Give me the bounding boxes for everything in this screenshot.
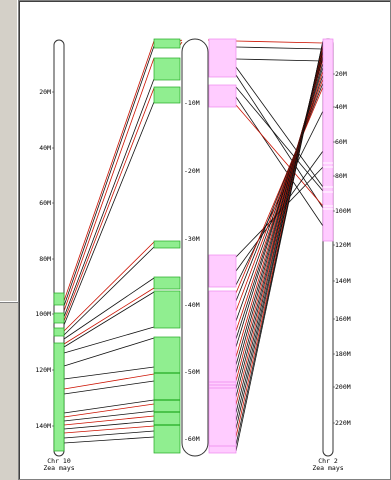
left-chromosome-name: Chr 10 [47,457,71,465]
synteny-link [63,241,155,332]
left-tick-label: 80M [39,255,51,263]
synteny-link [63,425,155,434]
synteny-link [63,45,155,307]
left-tick-label: 140M [35,422,51,430]
synteny-link [63,399,155,414]
synteny-blocks [53,38,334,454]
synteny-link [63,337,155,367]
right-chromosome-species: Zea mays [312,464,343,472]
left-tick-label: 60M [39,199,51,207]
synteny-link [235,86,324,294]
middle-chromosome [181,38,209,457]
left-tick-label: 40M [39,144,51,152]
synteny-link [235,74,324,322]
right-tick-label: 140M [335,277,351,285]
synteny-link [235,104,324,207]
right-tick-label: 80M [335,172,347,180]
middle-tick-label: -20M [184,167,200,175]
right-tick-label: 100M [335,207,351,215]
middle-pink-block [208,84,237,108]
synteny-link [235,66,324,188]
synteny-link [63,287,155,345]
synteny-link [63,420,155,430]
left-synteny-block [53,342,65,452]
synteny-link [63,87,155,322]
synteny-link [63,415,155,426]
middle-tick-label: -60M [184,435,200,443]
synteny-link [63,366,155,380]
middle-tick-label: -40M [184,301,200,309]
right-tick-label: 120M [335,241,351,249]
middle-green-block [153,240,181,249]
synteny-link [235,96,324,227]
synteny-links [63,39,324,452]
left-tick-label: 120M [35,366,51,374]
synteny-link [63,403,155,418]
synteny-link [63,380,155,395]
left-tick-label: 20M [39,88,51,96]
middle-tick-label: -50M [184,368,200,376]
middle-pink-block [208,254,237,288]
synteny-link [63,436,155,444]
synteny-link [63,246,155,336]
left-tick-label: 100M [35,310,51,318]
middle-green-block [153,38,181,49]
synteny-link [235,62,324,348]
middle-tick-label: -10M [184,99,200,107]
right-tick-label: 160M [335,315,351,323]
synteny-link [235,86,324,192]
synteny-link [235,40,324,452]
synteny-link [235,58,324,62]
synteny-link [63,326,155,354]
left-chromosome-species: Zea mays [43,464,74,472]
synteny-link [63,291,155,348]
right-tick-label: 220M [335,419,351,427]
tick-labels: 20M 40M 60M 80M 100M 120M 140M -10M -20M -30M -40M… [35,70,350,443]
synteny-link [63,410,155,422]
synteny-link [63,57,155,312]
synteny-link [235,46,324,50]
synteny-link [235,40,324,44]
middle-pink-block [208,290,237,454]
synteny-link [63,78,155,318]
synteny-link [63,40,155,302]
left-synteny-block [53,292,65,306]
middle-green-block [153,290,181,329]
synteny-link [235,66,324,340]
synteny-link [235,74,324,209]
synteny-viewer-panel[interactable]: 20M 40M 60M 80M 100M 120M 140M -10M -20M -30M -40M… [18,0,391,480]
right-chromosome-name: Chr 2 [318,457,338,465]
synteny-link [63,277,155,340]
right-tick-label: 40M [335,103,347,111]
background-window-frame [0,0,19,303]
synteny-link [235,78,324,312]
synteny-link [63,373,155,390]
right-tick-label: 200M [335,383,351,391]
left-synteny-block [53,312,65,324]
right-tick-label: 180M [335,350,351,358]
middle-green-block [153,276,181,290]
middle-pink-block [208,38,237,78]
synteny-link [235,82,324,302]
synteny-diagram: 20M 40M 60M 80M 100M 120M 140M -10M -20M -30M -40M… [35,38,351,472]
middle-green-block [153,57,181,81]
middle-green-block [153,86,181,104]
right-tick-label: 20M [335,70,347,78]
left-synteny-block [53,327,65,337]
synteny-link [63,101,155,326]
right-tick-label: 60M [335,138,347,146]
right-synteny-block [322,38,334,242]
middle-tick-label: -30M [184,235,200,243]
synteny-link [63,430,155,439]
middle-green-block [153,336,181,454]
synteny-link [235,70,324,332]
